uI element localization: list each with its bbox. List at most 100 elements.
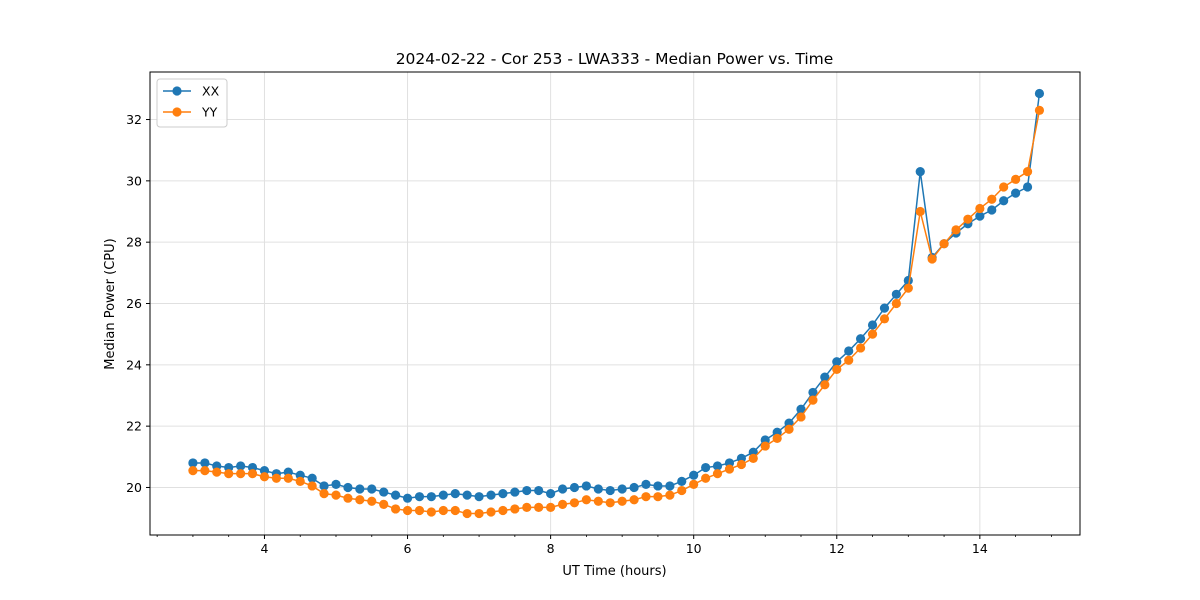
data-point-yy (498, 505, 508, 516)
grid (150, 72, 1080, 535)
y-tick-label: 26 (126, 296, 142, 311)
data-point-xx (438, 490, 448, 500)
data-point-xx (402, 493, 413, 503)
series-layer (188, 88, 1045, 519)
data-point-yy (903, 283, 913, 293)
data-point-yy (724, 464, 735, 474)
data-point-yy (522, 502, 532, 512)
data-point-xx (689, 470, 699, 480)
data-point-xx (605, 485, 615, 496)
data-point-xx (1022, 182, 1033, 192)
data-point-yy (891, 298, 901, 309)
data-point-yy (987, 194, 997, 204)
y-tick-label: 22 (126, 419, 142, 434)
data-point-yy (402, 505, 413, 516)
data-point-xx (820, 372, 830, 382)
data-point-xx (307, 473, 317, 483)
data-point-yy (319, 489, 329, 499)
data-point-yy (1034, 105, 1045, 115)
data-point-xx (498, 489, 508, 499)
data-point-yy (701, 473, 711, 483)
data-point-yy (343, 493, 353, 503)
data-point-xx (510, 487, 520, 497)
data-point-yy (712, 469, 723, 479)
data-point-xx (319, 481, 329, 491)
data-point-xx (450, 489, 460, 499)
data-point-xx (653, 481, 663, 491)
data-point-xx (236, 461, 246, 471)
x-tick-label: 8 (547, 541, 555, 556)
data-point-yy (867, 329, 878, 339)
data-point-yy (784, 424, 794, 434)
data-point-yy (534, 502, 544, 512)
data-point-yy (939, 239, 949, 249)
legend-label: XX (202, 84, 220, 99)
data-point-yy (951, 225, 961, 235)
data-point-yy (546, 502, 556, 512)
data-point-yy (426, 507, 436, 517)
data-point-yy (832, 364, 842, 375)
data-point-yy (927, 254, 937, 264)
data-point-xx (593, 484, 603, 494)
data-point-xx (188, 458, 198, 468)
data-point-yy (975, 203, 985, 214)
data-point-yy (772, 433, 782, 444)
data-point-xx (462, 490, 472, 500)
data-point-yy (188, 466, 198, 476)
data-point-yy (438, 505, 448, 516)
data-point-xx (796, 404, 806, 414)
data-point-yy (808, 395, 818, 405)
data-point-yy (855, 343, 866, 353)
data-point-xx (832, 357, 842, 367)
data-point-yy (689, 479, 699, 490)
data-point-yy (581, 495, 591, 505)
data-point-xx (999, 196, 1009, 206)
data-point-yy (307, 481, 317, 491)
data-point-xx (867, 320, 878, 330)
data-point-xx (617, 484, 627, 494)
data-point-yy (915, 206, 925, 217)
data-point-yy (224, 469, 234, 479)
data-point-yy (665, 490, 675, 500)
legend: XX YY (156, 78, 228, 128)
data-point-xx (808, 387, 818, 398)
data-point-yy (963, 214, 973, 224)
data-point-xx (891, 289, 901, 299)
data-point-yy (414, 505, 425, 516)
y-tick-label: 28 (126, 235, 142, 250)
data-point-xx (915, 167, 925, 177)
data-point-yy (593, 496, 603, 506)
data-point-xx (855, 334, 866, 344)
legend-marker (172, 86, 182, 96)
x-tick-label: 14 (972, 541, 988, 556)
data-point-xx (557, 484, 568, 494)
x-tick-label: 12 (829, 541, 845, 556)
data-point-yy (677, 485, 687, 496)
data-point-yy (510, 504, 520, 514)
chart-title: 2024-02-22 - Cor 253 - LWA333 - Median P… (396, 50, 834, 68)
data-point-yy (653, 492, 663, 502)
x-axis-label: UT Time (hours) (562, 564, 666, 579)
data-point-yy (474, 508, 484, 519)
data-point-yy (879, 314, 890, 324)
data-point-yy (844, 355, 854, 365)
data-point-yy (629, 495, 639, 505)
x-tick-label: 10 (686, 541, 702, 556)
data-point-yy (748, 453, 758, 463)
data-point-yy (283, 473, 293, 483)
data-point-yy (450, 505, 460, 516)
data-point-yy (259, 472, 270, 482)
series-yy (188, 105, 1045, 519)
data-point-xx (534, 485, 544, 496)
data-point-yy (617, 496, 627, 506)
data-point-xx (712, 461, 723, 471)
data-point-yy (367, 496, 377, 506)
data-point-xx (414, 492, 425, 502)
data-point-xx (367, 484, 377, 494)
legend-label: YY (201, 105, 218, 120)
data-point-xx (987, 205, 997, 215)
data-point-xx (569, 482, 580, 493)
data-point-yy (796, 412, 806, 422)
data-point-yy (569, 498, 580, 508)
